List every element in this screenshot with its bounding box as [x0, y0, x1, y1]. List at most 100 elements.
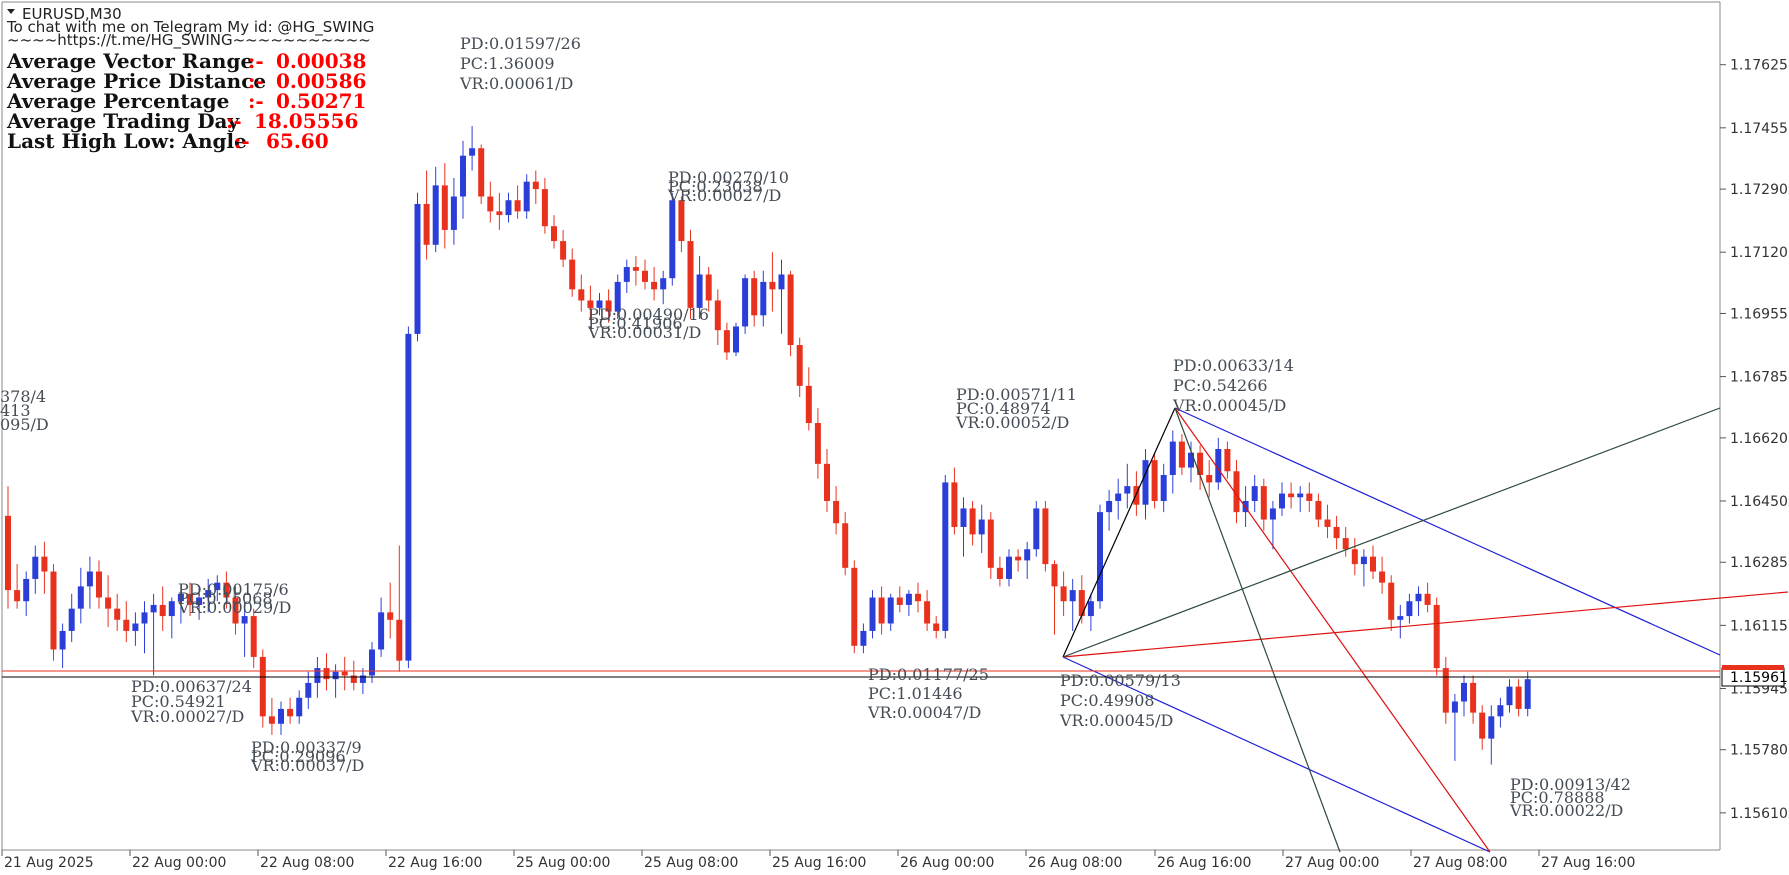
candle[interactable]	[1433, 597, 1440, 676]
candle[interactable]	[159, 586, 166, 631]
candle[interactable]	[359, 668, 366, 695]
candle[interactable]	[1060, 571, 1067, 617]
blue-channel-upper-line[interactable]	[1174, 407, 1721, 656]
candle[interactable]	[105, 575, 112, 628]
candle[interactable]	[369, 642, 375, 683]
candle[interactable]	[496, 192, 503, 230]
candle[interactable]	[296, 690, 303, 724]
blue-channel-lower-line[interactable]	[1062, 656, 1491, 853]
candle[interactable]	[769, 252, 776, 312]
candle[interactable]	[824, 448, 830, 513]
candle[interactable]	[150, 593, 157, 676]
candle[interactable]	[341, 656, 348, 691]
candle[interactable]	[1360, 549, 1367, 587]
candle[interactable]	[987, 512, 994, 579]
candle[interactable]	[887, 593, 894, 631]
candle[interactable]	[1233, 460, 1240, 524]
candle[interactable]	[478, 144, 485, 204]
candle[interactable]	[751, 270, 758, 327]
candle[interactable]	[1442, 656, 1449, 724]
candle[interactable]	[1479, 705, 1486, 750]
candle[interactable]	[560, 229, 567, 268]
candle[interactable]	[205, 578, 212, 613]
candle[interactable]	[332, 664, 339, 698]
candle[interactable]	[1269, 500, 1276, 550]
candle[interactable]	[250, 608, 257, 669]
candle[interactable]	[632, 255, 639, 286]
candle[interactable]	[1197, 445, 1204, 490]
collapse-triangle-icon[interactable]	[7, 9, 15, 14]
candle[interactable]	[1206, 460, 1213, 498]
candle[interactable]	[1415, 586, 1422, 617]
candle[interactable]	[842, 512, 849, 576]
candle[interactable]	[259, 649, 266, 728]
candle[interactable]	[1470, 675, 1477, 724]
candle[interactable]	[569, 248, 576, 297]
candle[interactable]	[514, 185, 521, 219]
candle[interactable]	[1151, 452, 1158, 509]
candle[interactable]	[232, 586, 239, 635]
candle[interactable]	[1379, 556, 1386, 594]
candle[interactable]	[77, 567, 84, 624]
candle[interactable]	[742, 274, 749, 334]
candle[interactable]	[623, 259, 630, 294]
candle[interactable]	[1461, 675, 1467, 717]
candle[interactable]	[1260, 478, 1267, 531]
candle[interactable]	[523, 174, 530, 219]
candle[interactable]	[660, 270, 667, 305]
candle[interactable]	[805, 367, 812, 431]
candle[interactable]	[1342, 526, 1349, 557]
candle[interactable]	[996, 556, 1003, 587]
candle[interactable]	[1424, 582, 1431, 613]
candle[interactable]	[1451, 694, 1458, 761]
candle[interactable]	[141, 601, 148, 654]
candle[interactable]	[714, 289, 721, 346]
candle[interactable]	[551, 215, 557, 249]
candle[interactable]	[578, 274, 585, 312]
candle[interactable]	[50, 564, 57, 661]
candle[interactable]	[432, 166, 439, 253]
candle[interactable]	[915, 582, 921, 613]
candle[interactable]	[678, 196, 685, 253]
candle[interactable]	[1497, 697, 1504, 728]
candle[interactable]	[450, 177, 457, 245]
dark-fan-down-line[interactable]	[1174, 407, 1341, 853]
candle[interactable]	[1315, 493, 1322, 527]
candle[interactable]	[1160, 463, 1167, 513]
candle[interactable]	[32, 545, 39, 594]
candle[interactable]	[1015, 549, 1022, 572]
candle[interactable]	[68, 593, 75, 643]
candle[interactable]	[1306, 482, 1313, 513]
candle[interactable]	[1042, 500, 1049, 572]
dark-fan-line[interactable]	[1062, 407, 1721, 658]
candle[interactable]	[596, 293, 603, 316]
candle[interactable]	[241, 601, 248, 657]
candle[interactable]	[1279, 482, 1285, 516]
candle[interactable]	[1288, 482, 1295, 509]
candle[interactable]	[1224, 441, 1231, 479]
candle[interactable]	[814, 408, 821, 479]
candle[interactable]	[114, 593, 121, 631]
candle[interactable]	[423, 170, 430, 260]
candle[interactable]	[378, 597, 385, 657]
red-fan-line[interactable]	[1174, 407, 1491, 853]
candle[interactable]	[350, 660, 357, 691]
candle[interactable]	[896, 586, 903, 613]
candle[interactable]	[23, 571, 30, 617]
candle[interactable]	[733, 322, 739, 357]
candle[interactable]	[1251, 474, 1258, 513]
candle[interactable]	[1524, 671, 1531, 717]
candle[interactable]	[1169, 430, 1176, 494]
candle[interactable]	[387, 582, 394, 639]
candle[interactable]	[1488, 705, 1495, 765]
candle[interactable]	[532, 170, 539, 204]
candle[interactable]	[687, 229, 694, 320]
candle[interactable]	[323, 653, 330, 691]
candle[interactable]	[487, 181, 494, 223]
candle[interactable]	[1006, 549, 1012, 587]
candle[interactable]	[669, 192, 676, 286]
candle[interactable]	[469, 125, 476, 171]
candle[interactable]	[1033, 500, 1040, 557]
candle[interactable]	[414, 192, 421, 342]
candle[interactable]	[223, 571, 230, 609]
